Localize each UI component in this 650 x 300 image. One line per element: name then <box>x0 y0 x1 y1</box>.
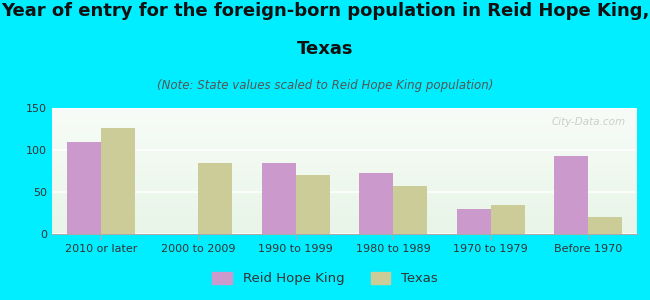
Bar <box>393 186 428 234</box>
Bar <box>359 173 393 234</box>
Bar <box>554 156 588 234</box>
Bar <box>261 163 296 234</box>
Legend: Reid Hope King, Texas: Reid Hope King, Texas <box>207 266 443 290</box>
Bar <box>491 206 525 234</box>
Bar <box>588 217 623 234</box>
Bar <box>296 175 330 234</box>
Text: City-Data.com: City-Data.com <box>551 117 625 127</box>
Text: (Note: State values scaled to Reid Hope King population): (Note: State values scaled to Reid Hope … <box>157 80 493 92</box>
Bar <box>198 163 233 234</box>
Bar <box>101 128 135 234</box>
Bar <box>457 209 491 234</box>
Text: Texas: Texas <box>297 40 353 58</box>
Text: Year of entry for the foreign-born population in Reid Hope King,: Year of entry for the foreign-born popul… <box>1 2 649 20</box>
Bar <box>66 142 101 234</box>
